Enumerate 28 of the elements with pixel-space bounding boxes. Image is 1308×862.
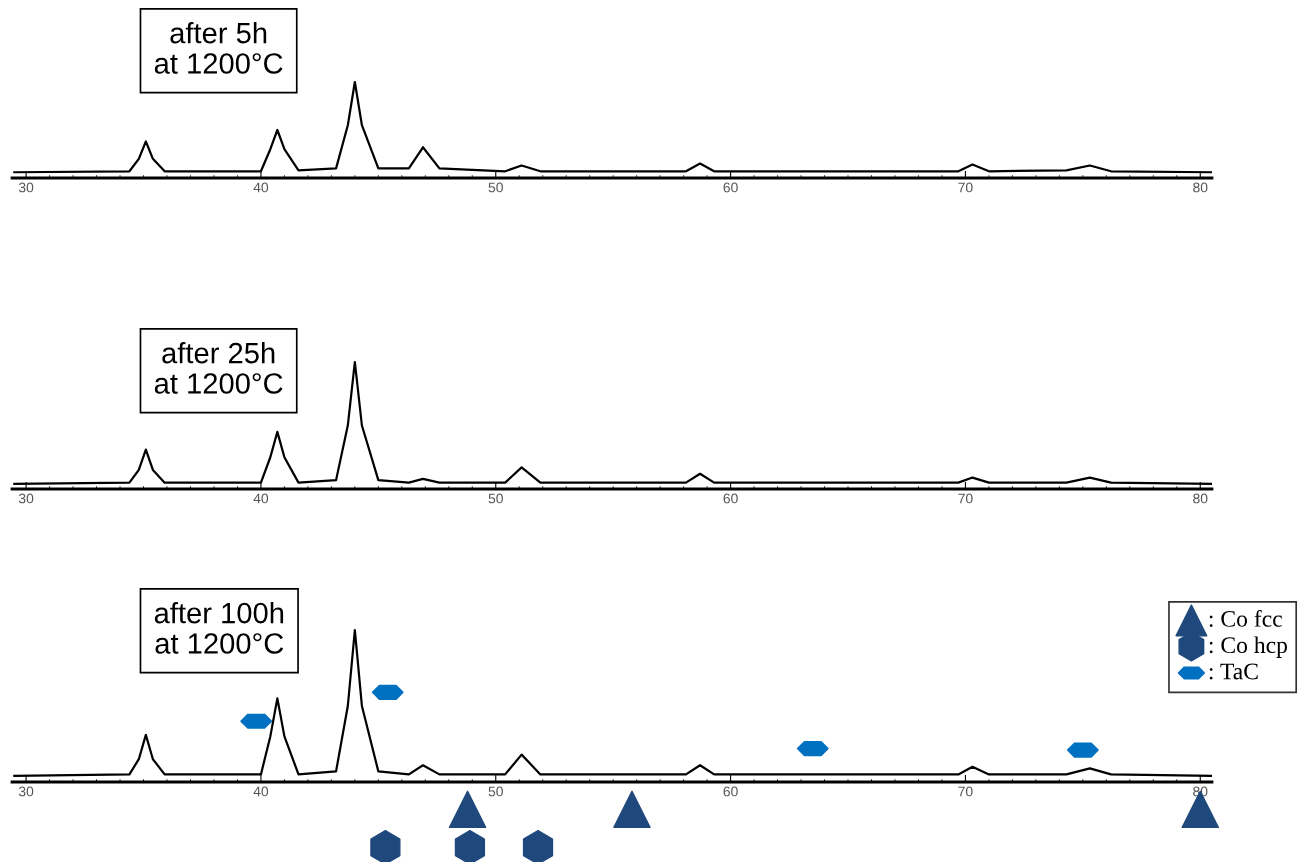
- annotation: after 25h at 1200°C: [154, 342, 283, 394]
- point: [522, 829, 554, 862]
- x-tick-label: 70: [958, 182, 973, 193]
- x-tick-label: 50: [488, 182, 503, 193]
- x-tick-label: 40: [253, 786, 269, 797]
- x-tick-label: 30: [18, 786, 34, 797]
- point: [454, 829, 486, 862]
- legend-label: : Co fcc: [1209, 609, 1282, 627]
- x-tick-label: 60: [723, 182, 738, 193]
- legend-label: : Co hcp: [1209, 636, 1288, 658]
- annotation: after 100h at 1200°C: [154, 602, 284, 654]
- point: [613, 790, 651, 829]
- point: [370, 829, 401, 862]
- x-tick-label: 30: [18, 182, 34, 193]
- x-tick-label: 60: [723, 786, 738, 797]
- x-tick-label: 70: [958, 786, 973, 797]
- x-tick-label: 30: [18, 493, 34, 504]
- x-tick-label: 40: [253, 182, 269, 193]
- point: [448, 790, 487, 829]
- legend-label: : TaC: [1209, 663, 1258, 680]
- x-tick-label: 70: [958, 493, 973, 504]
- x-tick-label: 60: [723, 493, 738, 504]
- x-tick-label: 50: [488, 786, 503, 797]
- x-tick-label: 50: [488, 493, 503, 504]
- x-tick-label: 40: [253, 493, 269, 504]
- x-tick-label: 80: [1193, 493, 1208, 504]
- x-tick-label: 80: [1193, 182, 1208, 193]
- text: after 5h at 1200°C: [154, 22, 283, 74]
